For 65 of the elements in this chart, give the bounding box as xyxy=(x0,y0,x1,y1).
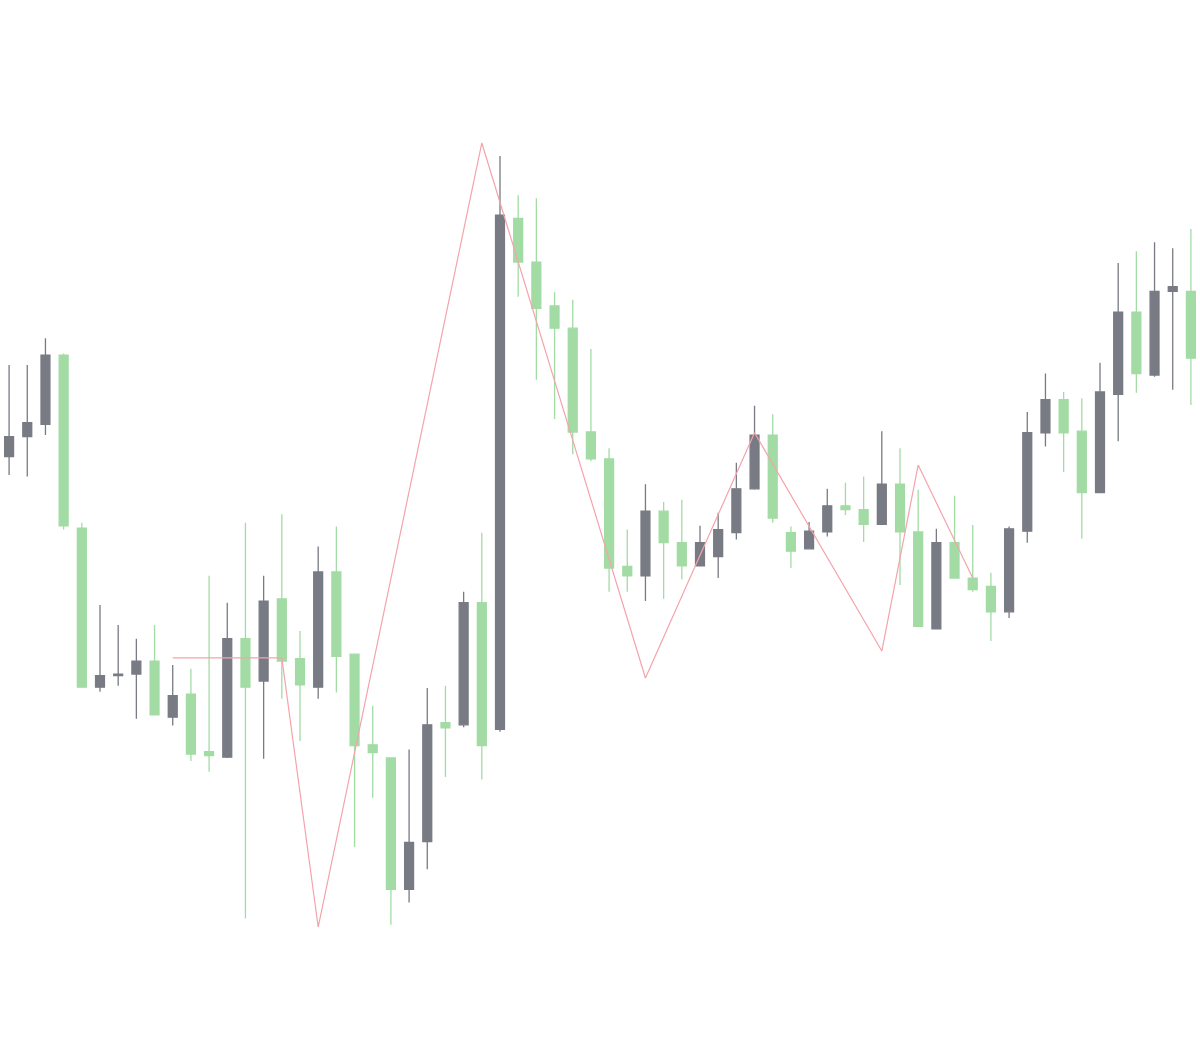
candlestick xyxy=(1167,247,1178,391)
candlestick xyxy=(422,687,433,871)
candlestick xyxy=(203,575,215,773)
candlestick xyxy=(749,405,760,491)
candlestick xyxy=(876,430,887,525)
candlestick xyxy=(331,525,342,694)
candlestick xyxy=(1113,262,1124,442)
candlestick xyxy=(676,498,687,581)
candlestick xyxy=(494,155,506,733)
candlestick xyxy=(1040,372,1051,448)
candlestick xyxy=(822,488,833,538)
candlestick xyxy=(1058,391,1069,473)
candlestick xyxy=(1185,228,1197,406)
candlestick xyxy=(840,482,851,516)
candlestick xyxy=(113,624,124,687)
candlestick xyxy=(349,653,360,848)
candlestick xyxy=(803,521,815,551)
candlestick xyxy=(858,475,869,543)
candlestick xyxy=(985,572,997,642)
candlestick xyxy=(767,413,778,524)
candlestick xyxy=(440,685,451,778)
candlestick xyxy=(1094,362,1106,494)
candlestick xyxy=(294,630,306,742)
candlestick xyxy=(167,664,178,727)
candlestick xyxy=(658,501,669,600)
candlestick xyxy=(1022,411,1033,544)
candlestick xyxy=(58,352,69,531)
candlestick xyxy=(640,483,651,602)
candlestick xyxy=(385,757,397,926)
candlestick xyxy=(603,447,615,593)
candlestick xyxy=(785,525,797,569)
candlestick xyxy=(22,364,33,478)
candlestick xyxy=(894,447,906,586)
candlestick xyxy=(94,604,106,693)
candlestick xyxy=(1149,241,1160,378)
candlestick xyxy=(949,495,960,579)
candlestick xyxy=(240,522,251,920)
candlestick xyxy=(76,522,87,688)
candlestick xyxy=(567,299,578,455)
candlestick xyxy=(967,524,978,593)
candlestick xyxy=(549,291,560,420)
candlestick xyxy=(622,528,633,593)
candlestick xyxy=(149,624,160,716)
candlestick xyxy=(222,601,233,759)
candlestick xyxy=(367,704,378,799)
candlestick xyxy=(403,748,415,904)
candlestick xyxy=(258,575,269,760)
candlestick xyxy=(1076,397,1087,540)
candlestick xyxy=(713,512,724,579)
candlestick xyxy=(585,348,597,462)
candlestick xyxy=(40,337,51,436)
candlestick xyxy=(1131,250,1142,394)
candlestick xyxy=(276,513,287,700)
candlestick xyxy=(476,532,487,781)
candlestick xyxy=(931,528,942,630)
candlestick xyxy=(531,197,542,381)
candlestick xyxy=(458,591,469,728)
candlestick xyxy=(313,545,324,700)
candlestick xyxy=(1003,525,1015,619)
candlestick xyxy=(513,194,524,298)
candlestick xyxy=(913,488,924,628)
candlestick xyxy=(731,462,742,541)
candlestick xyxy=(185,668,197,762)
candlestick xyxy=(131,638,142,720)
candlestick xyxy=(3,364,15,476)
